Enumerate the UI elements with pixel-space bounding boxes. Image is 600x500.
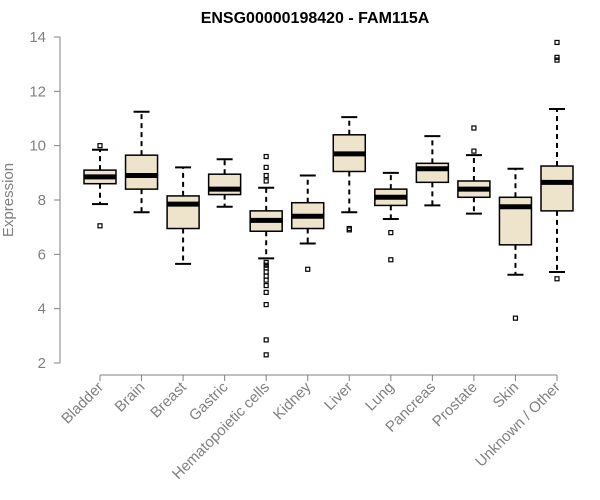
y-tick-label: 2 [38, 355, 46, 372]
box-liver [332, 116, 367, 233]
x-tick-label: Breast [147, 378, 190, 421]
box-kidney [290, 174, 325, 272]
outlier-point [554, 276, 560, 282]
x-tick-label: Lung [362, 379, 398, 415]
outlier-point [263, 259, 269, 266]
outlier-point [263, 262, 269, 268]
outlier-point [388, 230, 394, 236]
y-tick-label: 12 [29, 83, 46, 100]
box-prostate [457, 125, 491, 215]
box-group [83, 39, 574, 358]
box-unknown-other [540, 39, 574, 282]
x-tick-label: Prostate [429, 379, 481, 431]
x-tick-label: Brain [112, 379, 149, 416]
y-tick-label: 14 [29, 29, 46, 46]
outlier-point [263, 352, 269, 358]
y-axis-label: Expression [0, 163, 17, 237]
outlier-point [346, 227, 352, 233]
outlier-point [263, 178, 269, 184]
box-rect [415, 162, 450, 184]
box-rect [166, 195, 200, 230]
box-bladder [83, 143, 117, 229]
outlier-point [554, 54, 560, 60]
box-lung [374, 171, 408, 263]
outlier-point [388, 257, 394, 263]
outlier-point [97, 143, 103, 149]
outlier-point [554, 39, 560, 46]
outlier-point [346, 225, 352, 232]
y-tick-label: 10 [29, 138, 46, 155]
box-gastric [207, 158, 242, 208]
y-tick-label: 8 [38, 192, 46, 209]
outlier-point [512, 315, 519, 321]
outlier-point [263, 289, 269, 295]
outlier-point [263, 273, 269, 279]
x-tick-label: Kidney [270, 378, 315, 423]
outlier-point [263, 269, 269, 275]
outlier-point [263, 153, 269, 160]
y-tick-label: 4 [38, 301, 46, 318]
outlier-point [471, 148, 477, 154]
outlier-point [263, 265, 269, 271]
box-hematopoietic-cells [249, 153, 283, 358]
x-tick-label: Skin [490, 379, 523, 412]
x-tick-label: Liver [321, 379, 356, 414]
outlier-point [263, 172, 269, 179]
outlier-point [263, 301, 269, 308]
box-rect [124, 154, 159, 190]
outlier-point [471, 125, 477, 131]
box-skin [498, 167, 533, 321]
outlier-point [554, 57, 560, 63]
outlier-point [263, 277, 269, 283]
outlier-point [305, 266, 311, 272]
x-tick-label: Bladder [58, 379, 107, 428]
box-pancreas [415, 135, 450, 207]
outlier-point [97, 223, 103, 229]
chart-title: ENSG00000198420 - FAM115A [201, 10, 430, 27]
outlier-point [263, 164, 269, 170]
box-breast [166, 166, 200, 265]
outlier-point [263, 282, 269, 289]
axes: 2 4 6 8 10 12 14 [29, 29, 558, 381]
box-rect [540, 165, 574, 212]
outlier-point [263, 337, 269, 343]
y-tick-label: 6 [38, 246, 46, 263]
box-brain [124, 110, 159, 214]
